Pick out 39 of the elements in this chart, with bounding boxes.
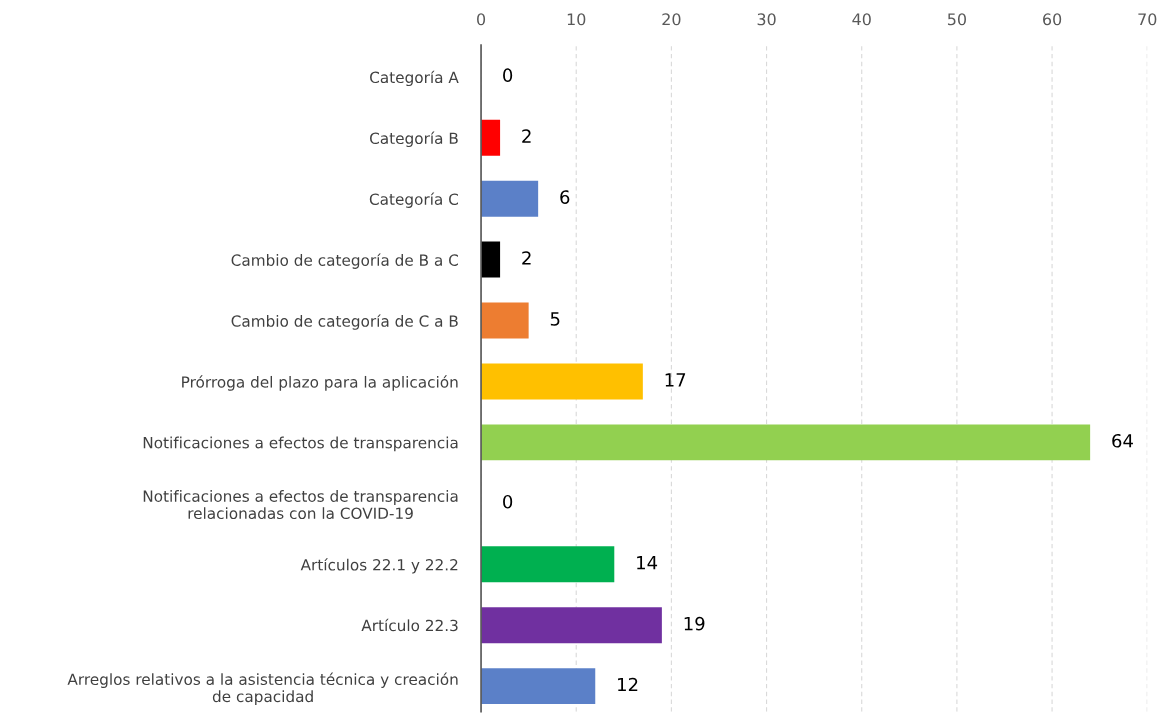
x-tick-label: 60 [1043, 13, 1062, 26]
x-tick-label: 40 [852, 13, 871, 26]
x-tick-label: 70 [1138, 13, 1157, 26]
y-tick-label: Categoría A [370, 70, 459, 87]
data-label: 17 [665, 373, 686, 387]
bar [481, 180, 539, 217]
data-label: 5 [550, 312, 560, 326]
bar [481, 424, 1091, 461]
x-tick-label: 10 [567, 13, 586, 26]
data-label: 2 [522, 251, 531, 265]
y-tick-label: Prórroga del plazo para la aplicación [182, 375, 458, 391]
y-tick-label: Categoría C [369, 192, 458, 208]
data-label: 14 [637, 556, 658, 570]
y-tick-label: Categoría B [369, 131, 458, 148]
bar [481, 363, 643, 400]
y-tick-label: Cambio de categoría de C a B [231, 314, 458, 330]
bar [481, 241, 501, 278]
data-label: 12 [618, 677, 638, 692]
bar [481, 607, 662, 644]
bar [481, 546, 615, 583]
y-tick-label: Artículo 22.3 [361, 618, 458, 632]
x-tick-label: 0 [477, 13, 486, 26]
bar [481, 668, 596, 705]
y-tick-label: Artículos 22.1 y 22.2 [300, 558, 458, 574]
bar [481, 119, 501, 156]
y-tick-label: Arreglos relativos a la asistencia técnica y creación de capacidad [67, 672, 458, 706]
data-label: 19 [684, 616, 705, 631]
y-tick-label: Cambio de categoría de B a C [231, 253, 458, 269]
data-label: 0 [503, 68, 513, 83]
bar [481, 302, 529, 339]
y-tick-label: Notificaciones a efectos de transparencia [143, 436, 458, 452]
data-label: 64 [1112, 433, 1133, 448]
data-label: 2 [522, 129, 531, 143]
y-tick-label: Notificaciones a efectos de transparencia relacionadas con la COVID-19 [143, 490, 458, 520]
x-tick-label: 30 [757, 13, 776, 26]
data-label: 0 [503, 494, 513, 509]
x-tick-label: 20 [662, 13, 681, 26]
x-tick-label: 50 [947, 13, 966, 26]
data-label: 6 [560, 190, 570, 204]
